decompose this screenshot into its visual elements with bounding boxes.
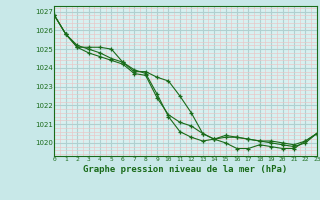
X-axis label: Graphe pression niveau de la mer (hPa): Graphe pression niveau de la mer (hPa)	[84, 165, 288, 174]
